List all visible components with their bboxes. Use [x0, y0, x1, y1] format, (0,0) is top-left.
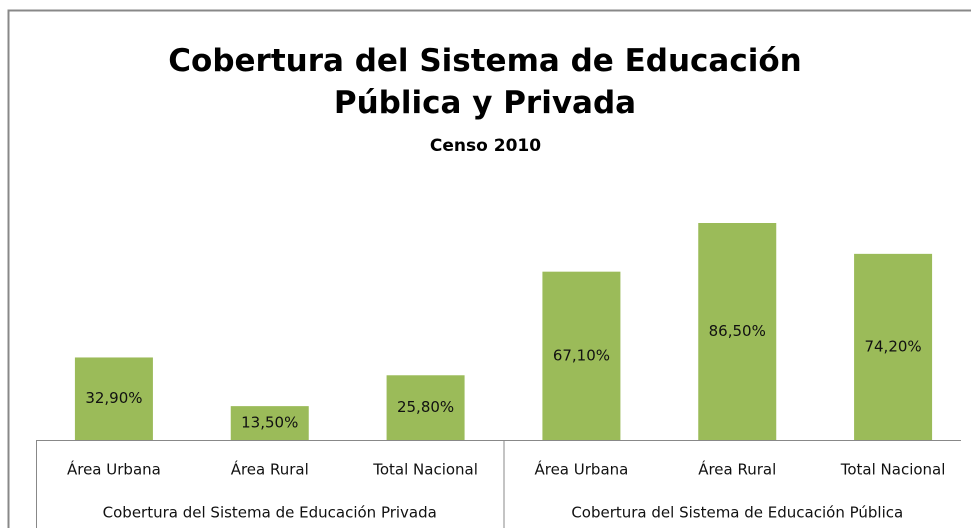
x-tick-label: Total Nacional: [840, 461, 946, 479]
chart-subtitle: Censo 2010: [429, 136, 542, 156]
x-tick-label: Total Nacional: [372, 461, 478, 479]
bar: [74, 357, 153, 440]
group-label: Cobertura del Sistema de Educación Públi…: [571, 504, 903, 522]
x-tick-label: Área Urbana: [67, 460, 161, 479]
value-label: 86,50%: [709, 322, 766, 340]
group-label: Cobertura del Sistema de Educación Priva…: [103, 504, 437, 522]
chart-title: Cobertura del Sistema de Educación Públi…: [168, 43, 802, 121]
bar: [230, 406, 309, 440]
chart-border: [7, 9, 971, 528]
value-label: 13,50%: [241, 414, 298, 432]
bar: [386, 375, 465, 440]
value-label: 32,90%: [85, 389, 142, 407]
value-label: 67,10%: [553, 346, 610, 364]
x-tick-label: Área Urbana: [534, 460, 628, 479]
bar: [854, 253, 933, 440]
x-tick-label: Área Rural: [231, 460, 309, 479]
bar: [542, 271, 621, 440]
value-label: 25,80%: [397, 398, 454, 416]
bar: [698, 223, 777, 440]
value-label: 74,20%: [864, 337, 921, 355]
x-tick-label: Área Rural: [698, 460, 776, 479]
